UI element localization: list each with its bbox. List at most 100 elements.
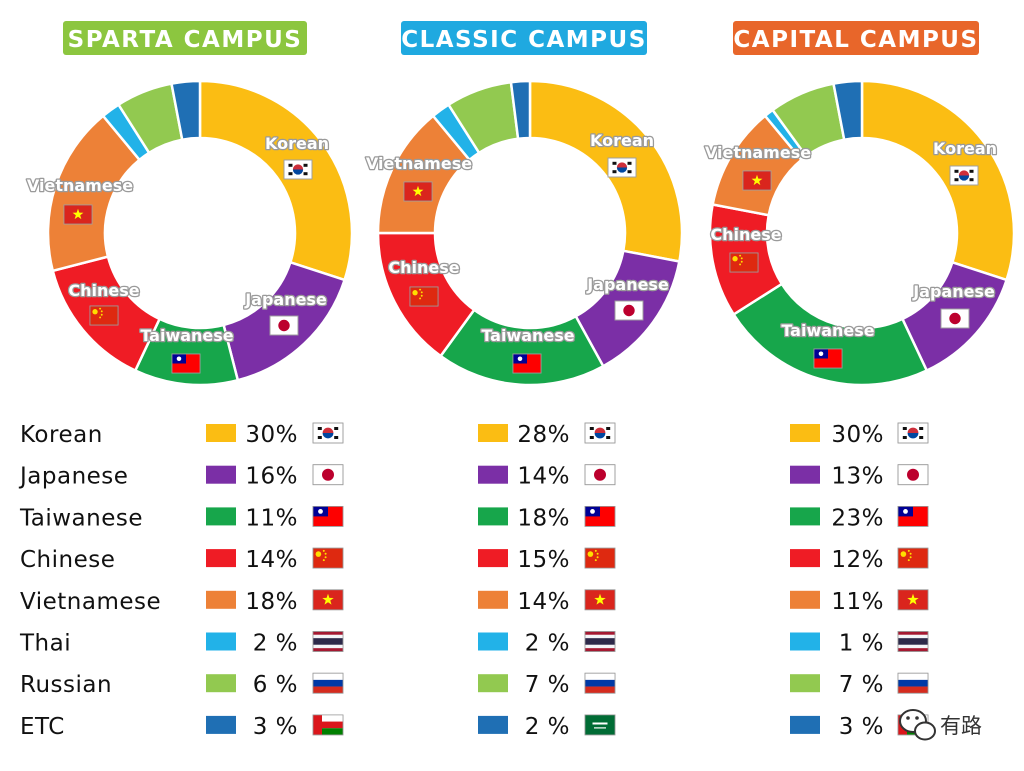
legend-swatch (206, 674, 236, 693)
taiwan-flag (897, 505, 929, 527)
legend-swatch (790, 507, 820, 526)
legend-swatch (478, 674, 508, 693)
chart-title: CLASSIC CAMPUS (401, 27, 647, 53)
japan-flag (312, 464, 344, 486)
china-flag (409, 286, 439, 307)
thailand-flag (584, 631, 616, 652)
legend-swatch (790, 674, 820, 693)
legend-name-etc: ETC (20, 714, 65, 740)
legend-value: 15% (517, 547, 570, 573)
taiwan-flag (813, 348, 843, 369)
legend-value: 14% (517, 589, 570, 615)
legend-swatch (478, 549, 508, 568)
china-flag (729, 252, 759, 273)
korea-flag (897, 422, 929, 444)
taiwan-flag (312, 505, 344, 527)
legend-value: 7 % (525, 672, 570, 698)
legend-swatch (206, 632, 236, 651)
legend-name-japanese: Japanese (18, 464, 128, 490)
segment-label: Chinese (388, 258, 459, 277)
korea-flag (949, 165, 979, 186)
legend-value: 11% (831, 589, 884, 615)
legend-name-chinese: Chinese (20, 547, 115, 573)
legend-swatch (206, 465, 236, 484)
japan-flag (269, 315, 299, 336)
segment-label: Korean (265, 134, 329, 153)
legend-value: 6 % (253, 672, 298, 698)
legend-swatch (790, 424, 820, 442)
legend-value: 30% (245, 422, 298, 448)
legend-swatch (206, 715, 236, 734)
donut-segment-korean (198, 79, 354, 282)
legend-swatch (790, 465, 820, 484)
segment-label: Vietnamese (705, 143, 811, 162)
vietnam-flag (403, 181, 433, 202)
legend-swatch (478, 632, 508, 651)
korea-flag (312, 422, 344, 444)
chart-title-badge: CLASSIC CAMPUS (401, 21, 647, 55)
donut-segment-etc (170, 79, 202, 142)
donut-segment-korean (528, 79, 684, 263)
japan-flag (940, 308, 970, 329)
legend-swatch (790, 632, 820, 651)
legend-value: 18% (517, 505, 570, 531)
japan-flag (584, 464, 616, 486)
campus-chart-0: SPARTA CAMPUS Korean Japanese Taiwanese Chin… (26, 21, 354, 387)
legend-value: 16% (245, 464, 298, 490)
segment-label: Taiwanese (781, 321, 874, 340)
korea-flag (607, 157, 637, 178)
china-flag (89, 305, 119, 326)
china-flag (897, 547, 929, 569)
chart-title-badge: SPARTA CAMPUS (63, 21, 307, 55)
donut-segment-etc (509, 79, 532, 141)
oman-flag (312, 714, 344, 736)
legend-column-1: 28% 14% 18% 15% 14% 2 % 7 % 2 % (478, 422, 616, 740)
wechat-icon (899, 709, 936, 741)
korea-flag (283, 159, 313, 180)
china-flag (584, 547, 616, 569)
vietnam-flag (742, 170, 772, 191)
legend-value: 28% (517, 422, 570, 448)
legend-swatch (478, 507, 508, 526)
segment-label: Vietnamese (366, 154, 472, 173)
saudi-flag (584, 714, 616, 736)
russia-flag (584, 672, 616, 694)
donut-segment-korean (860, 79, 1016, 282)
thailand-flag (312, 631, 344, 652)
legend-column-0: 30% 16% 11% 14% 18% 2 % 6 % 3 % (206, 422, 344, 740)
legend-value: 7 % (839, 672, 884, 698)
korea-flag (584, 422, 616, 444)
campus-chart-1: CLASSIC CAMPUS Korean Japanese Taiwanese Chi… (365, 21, 684, 387)
legend-names: Korean Japanese Taiwanese Chinese Vietnamese… (18, 422, 161, 740)
legend-value: 11% (245, 505, 298, 531)
legend-value: 3 % (839, 714, 884, 740)
legend-swatch (790, 549, 820, 568)
legend-value: 30% (831, 422, 884, 448)
segment-label: Chinese (710, 225, 781, 244)
legend-swatch (206, 590, 236, 609)
legend-value: 14% (517, 464, 570, 490)
taiwan-flag (584, 505, 616, 527)
legend-name-thai: Thai (19, 631, 71, 657)
legend-name-vietnamese: Vietnamese (20, 589, 161, 615)
vietnam-flag (584, 589, 616, 611)
russia-flag (897, 672, 929, 694)
campus-chart-2: CAPITAL CAMPUS Korean Japanese Taiwanese Chi… (704, 21, 1016, 387)
thailand-flag (897, 631, 929, 652)
japan-flag (897, 464, 929, 486)
vietnam-flag (897, 589, 929, 611)
segment-label: Chinese (68, 281, 139, 300)
legend-swatch (206, 424, 236, 442)
legend-name-russian: Russian (20, 672, 112, 698)
legend-value: 1 % (839, 631, 884, 657)
chart-title: CAPITAL CAMPUS (733, 27, 978, 53)
legend-value: 3 % (253, 714, 298, 740)
vietnam-flag (312, 589, 344, 611)
legend-value: 23% (831, 505, 884, 531)
segment-label: Korean (933, 139, 997, 158)
legend-swatch (790, 715, 820, 734)
segment-label: Japanese (586, 275, 669, 294)
legend-swatch (478, 465, 508, 484)
china-flag (312, 547, 344, 569)
